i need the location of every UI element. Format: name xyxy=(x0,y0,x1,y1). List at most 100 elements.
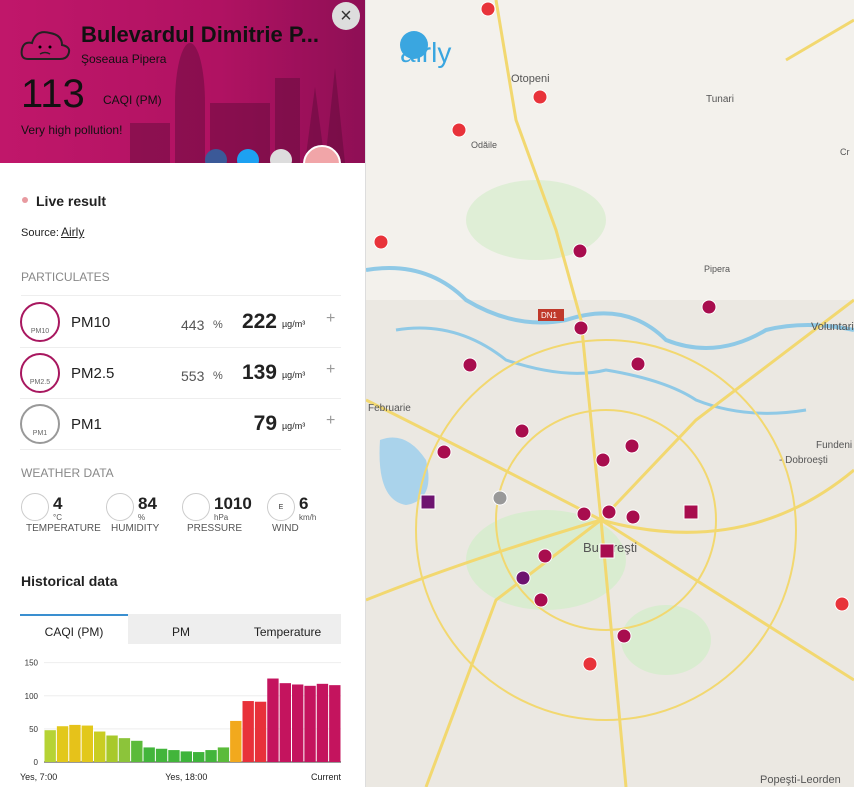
map-label: Odăile xyxy=(471,140,497,150)
pm-value: 79 xyxy=(253,412,277,435)
weather-value: 4 xyxy=(53,494,63,513)
sensor-marker[interactable] xyxy=(514,423,530,439)
sensor-marker[interactable] xyxy=(462,357,478,373)
sensor-marker[interactable] xyxy=(624,438,640,454)
expand-button[interactable]: + xyxy=(326,412,336,429)
weather-icon xyxy=(20,31,71,60)
pm-norm: 443 xyxy=(181,317,205,333)
map-label: Popeşti-Leorden xyxy=(760,774,841,786)
sensor-marker[interactable] xyxy=(683,504,699,520)
bar xyxy=(143,747,155,762)
y-tick-label: 100 xyxy=(25,692,39,701)
weather-icon: E xyxy=(267,493,295,521)
sensor-marker[interactable] xyxy=(834,596,850,612)
sensor-marker[interactable] xyxy=(492,490,508,506)
sensor-marker[interactable] xyxy=(599,543,615,559)
bar xyxy=(254,701,267,762)
tab[interactable]: Temperature xyxy=(234,614,341,644)
tab[interactable]: PM xyxy=(128,614,234,644)
embed-button[interactable] xyxy=(270,149,292,163)
map-label: Februarie xyxy=(368,403,411,414)
bar xyxy=(106,735,118,762)
bar xyxy=(168,750,180,762)
bar xyxy=(230,720,242,762)
live-dot xyxy=(22,197,28,203)
sensor-marker[interactable] xyxy=(480,1,496,17)
weather-icon xyxy=(106,493,134,521)
twitter-button[interactable] xyxy=(237,149,259,163)
map-label: Cr xyxy=(840,147,850,157)
pm-unit: µg/m³ xyxy=(282,319,306,329)
pm-name: PM2.5 xyxy=(71,365,115,382)
bar xyxy=(267,678,279,762)
pm-norm: 553 xyxy=(181,368,205,384)
sensor-marker[interactable] xyxy=(582,656,598,672)
bar xyxy=(329,685,341,762)
y-tick-label: 0 xyxy=(34,758,39,767)
bar xyxy=(193,752,205,762)
sensor-marker[interactable] xyxy=(436,444,452,460)
pm-name: PM10 xyxy=(71,314,111,331)
map-label: Otopeni xyxy=(511,73,550,85)
weather-unit: km/h xyxy=(299,513,317,522)
live-label: Live result xyxy=(36,193,107,209)
pm-value: 139 xyxy=(241,361,277,384)
sensor-marker[interactable] xyxy=(595,452,611,468)
pm-row: PM1 PM1 79 µg/m³ + xyxy=(20,400,341,450)
pm-unit: µg/m³ xyxy=(282,370,306,380)
status: Very high pollution! xyxy=(21,123,123,137)
sensor-marker[interactable] xyxy=(572,243,588,259)
bar xyxy=(155,748,168,762)
y-tick-label: 150 xyxy=(25,659,39,668)
sensor-marker[interactable] xyxy=(420,494,436,510)
sensor-marker[interactable] xyxy=(601,504,617,520)
map-label: Tunari xyxy=(706,94,734,105)
weather-icon xyxy=(21,493,49,521)
pm-row: PM2.5 PM2.5 553% 139 µg/m³ + xyxy=(20,349,341,399)
pm-icon: PM10 xyxy=(20,302,60,342)
facebook-button[interactable] xyxy=(205,149,227,163)
sensor-marker[interactable] xyxy=(451,122,467,138)
sensor-marker[interactable] xyxy=(532,89,548,105)
sensor-marker[interactable] xyxy=(625,509,641,525)
weather-label: HUMIDITY xyxy=(111,523,160,534)
chart: 0 50 100 150 Yes, 7:00 Yes, 18:00 Current xyxy=(20,659,341,782)
bar xyxy=(44,730,56,762)
sensor-marker[interactable] xyxy=(537,548,553,564)
road-shield xyxy=(538,309,564,321)
index-unit: CAQI (PM) xyxy=(103,93,162,107)
sensor-marker[interactable] xyxy=(630,356,646,372)
sensor-marker[interactable] xyxy=(573,320,589,336)
index-value: 113 xyxy=(21,72,85,116)
map-label: Pipera xyxy=(704,264,730,274)
bar xyxy=(217,747,230,762)
sensor-marker[interactable] xyxy=(515,570,531,586)
weather-icon xyxy=(182,493,210,521)
tab[interactable]: CAQI (PM) xyxy=(20,614,128,644)
map-label: - Dobroeşti xyxy=(779,455,828,466)
header: Bulevardul Dimitrie P... Şoseaua Pipera … xyxy=(0,0,365,163)
weather-unit: hPa xyxy=(214,513,229,522)
source-label: Source: xyxy=(21,227,59,239)
sensor-marker[interactable] xyxy=(576,506,592,522)
sensor-marker[interactable] xyxy=(616,628,632,644)
pm-unit: µg/m³ xyxy=(282,421,306,431)
sensor-marker[interactable] xyxy=(701,299,717,315)
weather-label: TEMPERATURE xyxy=(26,523,101,534)
pm-name: PM1 xyxy=(71,416,102,433)
pm-value: 222 xyxy=(241,310,277,333)
source-link[interactable]: Airly xyxy=(61,225,85,239)
pm-norm-unit: % xyxy=(213,370,223,382)
pm-icon: PM2.5 xyxy=(20,353,60,393)
bar xyxy=(118,738,131,762)
close-button[interactable]: × xyxy=(332,2,360,30)
sensor-marker[interactable] xyxy=(373,234,389,250)
expand-button[interactable]: + xyxy=(326,310,336,327)
sensor-marker[interactable] xyxy=(533,592,549,608)
section-heading: PARTICULATES xyxy=(21,270,341,296)
y-tick-label: 50 xyxy=(29,725,38,734)
section-heading: Historical data xyxy=(21,573,118,589)
pm-row: PM10 PM10 443% 222 µg/m³ + xyxy=(20,298,341,348)
sidebar: Bulevardul Dimitrie P... Şoseaua Pipera … xyxy=(0,0,366,787)
expand-button[interactable]: + xyxy=(326,361,336,378)
